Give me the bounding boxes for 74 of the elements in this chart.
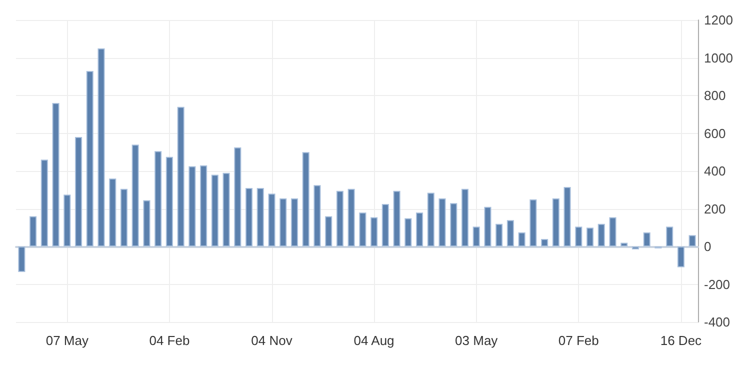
bar: [120, 188, 128, 246]
bar: [188, 166, 196, 246]
bar: [132, 144, 139, 246]
bar: [598, 224, 605, 246]
bar: [541, 238, 548, 246]
bar: [620, 242, 628, 246]
x-tick-label: 03 May: [455, 333, 498, 348]
x-tick-label: 04 Nov: [251, 333, 293, 348]
y-tick-label: 1200: [704, 12, 733, 28]
bar: [325, 216, 332, 246]
y-tick-label: 0: [704, 239, 712, 254]
bar: [575, 226, 582, 246]
bar: [484, 206, 492, 246]
y-tick-label: 400: [704, 164, 726, 178]
bar: [348, 188, 355, 246]
y-tick-label: -400: [704, 314, 730, 330]
bar: [382, 204, 389, 246]
bar: [40, 160, 48, 246]
bar: [256, 188, 264, 246]
bar: [336, 190, 344, 246]
bar: [302, 152, 310, 246]
bar: [461, 188, 469, 246]
bar: [268, 194, 276, 246]
bar: [450, 203, 458, 246]
bar: [609, 217, 616, 246]
bar: [154, 151, 162, 246]
bar: [438, 198, 446, 246]
x-tick-label: 04 Feb: [149, 333, 190, 348]
x-tick-label: 16 Dec: [660, 333, 702, 348]
bar: [404, 218, 412, 246]
bar: [143, 200, 150, 246]
bar: [234, 147, 242, 246]
bar: [245, 188, 253, 246]
bar: [314, 185, 321, 246]
y-tick-label: 1000: [704, 50, 733, 66]
x-tick-label: 07 Feb: [558, 333, 599, 348]
x-tick-label: 07 May: [46, 333, 89, 348]
bar: [666, 226, 674, 246]
bar: [280, 198, 287, 246]
bar: [18, 246, 26, 272]
bar: [427, 192, 434, 246]
bar: [518, 232, 526, 246]
bar: [109, 178, 116, 246]
bar: [290, 198, 298, 246]
y-tick-label: 600: [704, 126, 726, 141]
bar: [564, 187, 571, 246]
bar: [552, 198, 560, 246]
x-tick-label: 04 Aug: [354, 333, 394, 348]
bar: [30, 216, 37, 246]
bar: [74, 137, 82, 246]
bar: [393, 190, 400, 246]
bar: [98, 48, 105, 246]
bar: [530, 199, 537, 246]
bar: [506, 220, 514, 246]
y-tick-label: 200: [704, 201, 726, 216]
bar: [359, 212, 366, 246]
bar: [688, 235, 696, 246]
bar: [200, 165, 208, 246]
bar: [496, 224, 503, 246]
bar: [643, 232, 650, 246]
bar: [222, 172, 230, 246]
bar: [52, 103, 60, 246]
bar: [472, 226, 480, 246]
bar: [166, 156, 173, 246]
bar: [677, 246, 684, 268]
bar: [586, 228, 594, 246]
bar: [370, 217, 378, 246]
bar: [177, 106, 184, 246]
bar: [86, 70, 94, 246]
bar: [64, 194, 71, 246]
bar: [416, 212, 424, 246]
y-tick-label: -200: [704, 276, 730, 292]
y-tick-label: 800: [704, 88, 726, 103]
bar: [211, 174, 218, 246]
